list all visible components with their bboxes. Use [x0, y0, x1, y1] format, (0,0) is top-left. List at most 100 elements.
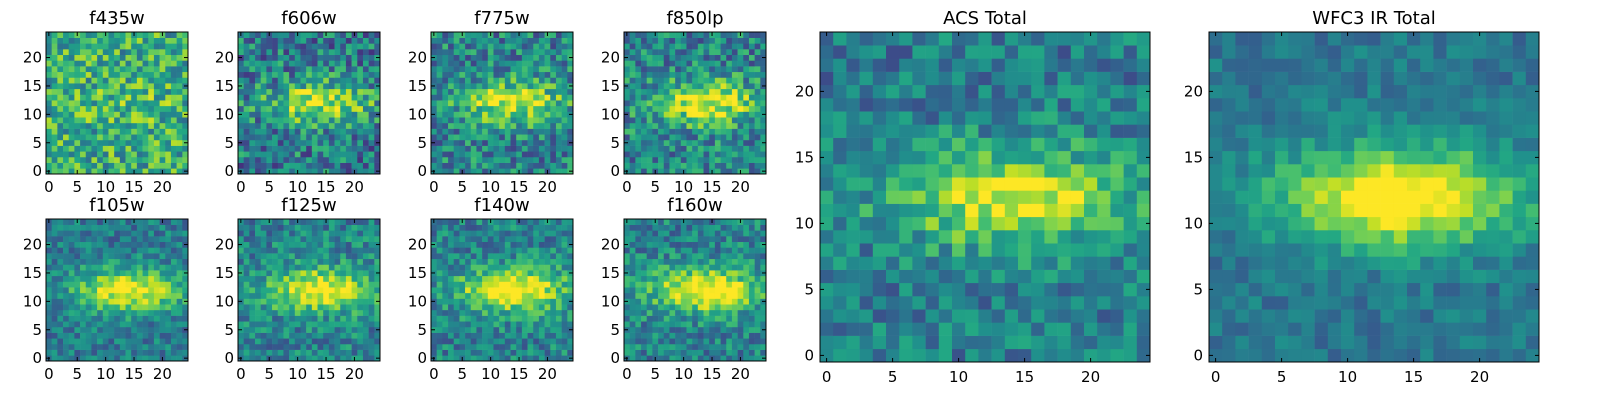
heatmap-cell — [260, 43, 267, 50]
heatmap-cell — [510, 264, 517, 271]
heatmap-cell — [368, 128, 375, 135]
heatmap-cell — [317, 287, 324, 294]
heatmap-cell — [323, 298, 330, 305]
heatmap-cell — [431, 275, 437, 282]
heatmap-cell — [436, 343, 443, 350]
heatmap-cell — [142, 281, 149, 288]
heatmap-cell — [760, 145, 767, 152]
heatmap-cell — [646, 332, 653, 339]
heatmap-cell — [340, 139, 347, 146]
heatmap-cell — [243, 66, 250, 73]
heatmap-cell — [368, 326, 375, 333]
heatmap-cell — [255, 43, 262, 50]
heatmap-cell — [243, 49, 250, 56]
heatmap-cell — [80, 156, 87, 163]
heatmap-cell — [714, 349, 721, 356]
heatmap-cell — [521, 32, 528, 38]
heatmap-cell — [294, 54, 301, 61]
heatmap-cell — [703, 32, 710, 38]
heatmap-cell — [63, 270, 70, 277]
heatmap-cell — [68, 88, 75, 95]
heatmap-cell — [748, 117, 755, 124]
heatmap-cell — [658, 332, 665, 339]
heatmap-cell — [91, 32, 98, 38]
heatmap-cell — [148, 275, 155, 282]
heatmap-cell — [153, 134, 160, 141]
heatmap-cell — [658, 83, 665, 90]
heatmap-cell — [114, 151, 121, 158]
heatmap-cell — [80, 37, 87, 44]
heatmap-cell — [527, 275, 534, 282]
heatmap-cell — [731, 139, 738, 146]
heatmap-cell — [476, 338, 483, 345]
heatmap-cell — [521, 321, 528, 328]
heatmap-cell — [51, 139, 58, 146]
heatmap-cell — [272, 253, 279, 260]
heatmap-cell — [182, 105, 189, 112]
heatmap-cell — [692, 71, 699, 78]
heatmap-cell — [165, 139, 172, 146]
heatmap-cell — [550, 37, 557, 44]
x-tick-label: 0 — [236, 365, 246, 383]
heatmap-cell — [703, 321, 710, 328]
heatmap-cell — [102, 275, 109, 282]
heatmap-cell — [243, 281, 250, 288]
heatmap-cell — [334, 71, 341, 78]
heatmap-cell — [277, 134, 284, 141]
heatmap-cell — [51, 168, 58, 175]
heatmap-cell — [108, 230, 115, 237]
heatmap-cell — [243, 139, 250, 146]
heatmap-cell — [726, 43, 733, 50]
heatmap-cell — [697, 49, 704, 56]
heatmap-cell — [754, 60, 761, 67]
heatmap-cell — [345, 83, 352, 90]
heatmap-cell — [165, 49, 172, 56]
heatmap-cell — [68, 298, 75, 305]
heatmap-cell — [266, 287, 273, 294]
heatmap-cell — [306, 94, 313, 101]
heatmap-cell — [255, 326, 262, 333]
heatmap-cell — [538, 326, 545, 333]
heatmap-cell — [80, 253, 87, 260]
heatmap-cell — [260, 66, 267, 73]
heatmap-cell — [306, 241, 313, 248]
heatmap-cell — [114, 321, 121, 328]
heatmap-cell — [80, 258, 87, 265]
heatmap-cell — [635, 298, 642, 305]
heatmap-cell — [652, 151, 659, 158]
heatmap-cell — [709, 338, 716, 345]
heatmap-cell — [448, 139, 455, 146]
heatmap-cell — [544, 224, 551, 231]
heatmap-cell — [703, 100, 710, 107]
heatmap-cell — [340, 298, 347, 305]
heatmap-cell — [108, 253, 115, 260]
heatmap-cell — [306, 151, 313, 158]
heatmap-cell — [68, 117, 75, 124]
heatmap-cell — [555, 264, 562, 271]
heatmap-cell — [340, 230, 347, 237]
heatmap-cell — [550, 111, 557, 118]
heatmap-cell — [544, 287, 551, 294]
heatmap-cell — [482, 168, 489, 175]
heatmap-cell — [125, 332, 132, 339]
heatmap-cell — [345, 77, 352, 84]
heatmap-cell — [482, 37, 489, 44]
heatmap-cell — [63, 304, 70, 311]
heatmap-cell — [714, 49, 721, 56]
heatmap-cell — [334, 88, 341, 95]
heatmap-cell — [504, 270, 511, 277]
heatmap-cell — [238, 60, 244, 67]
heatmap-cell — [170, 224, 177, 231]
heatmap-cell — [289, 343, 296, 350]
heatmap-cell — [165, 117, 172, 124]
heatmap-cell — [521, 224, 528, 231]
heatmap-cell — [448, 270, 455, 277]
y-tick-label: 15 — [408, 264, 427, 282]
heatmap-cell — [709, 43, 716, 50]
heatmap-cell — [731, 100, 738, 107]
heatmap-cell — [340, 241, 347, 248]
heatmap-cell — [697, 315, 704, 322]
heatmap-cell — [51, 270, 58, 277]
heatmap-cell — [328, 128, 335, 135]
heatmap-cell — [692, 100, 699, 107]
